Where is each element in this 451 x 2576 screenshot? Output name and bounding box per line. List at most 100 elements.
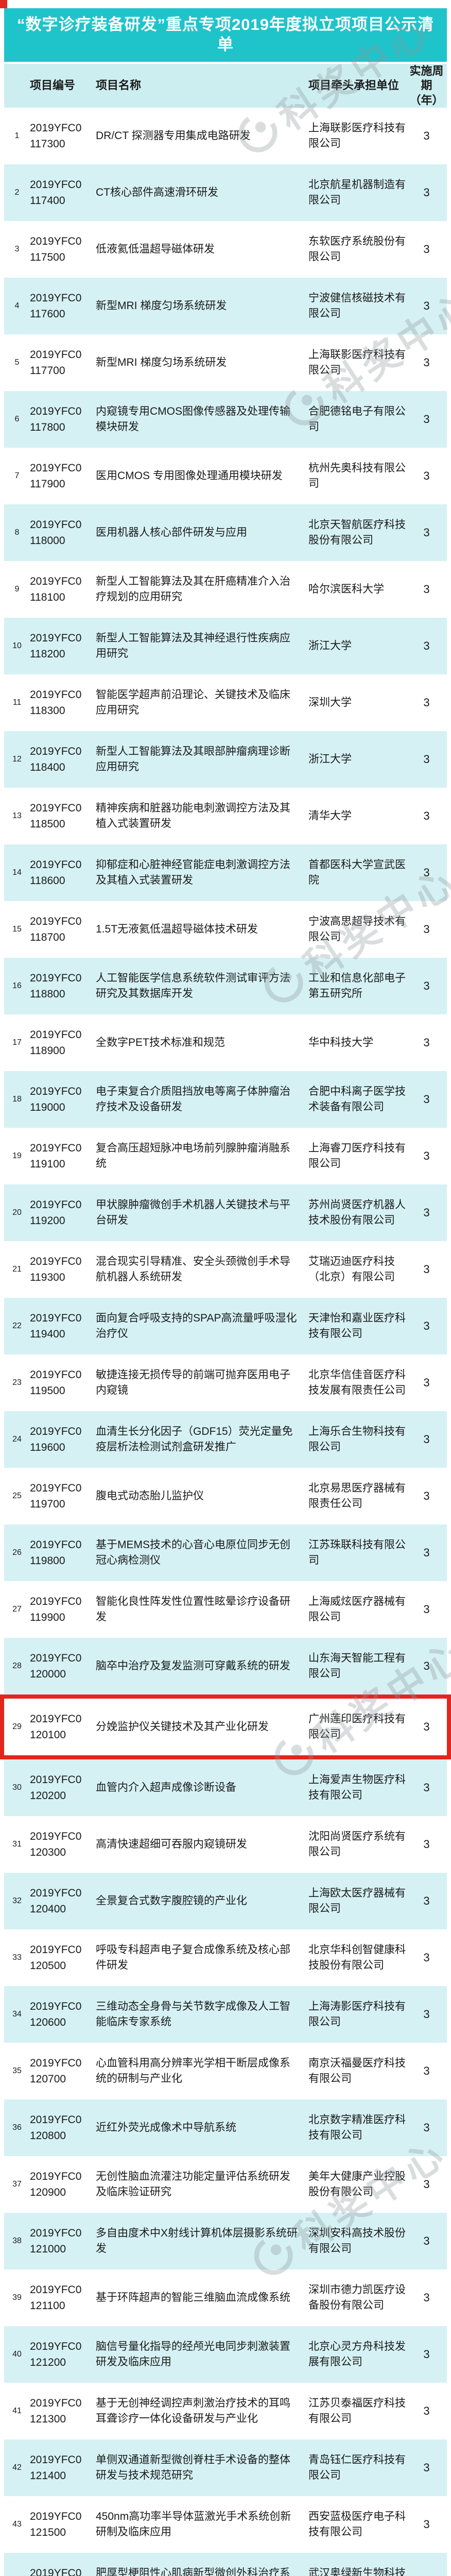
row-code-line1: 2019YFC0 <box>30 970 88 987</box>
row-code-line2: 119900 <box>30 1609 88 1626</box>
row-code: 2019YFC0 117900 <box>30 460 88 493</box>
row-code: 2019YFC0 121500 <box>30 2509 88 2541</box>
row-code-line1: 2019YFC0 <box>30 743 88 760</box>
row-code: 2019YFC0 120000 <box>30 1650 88 1683</box>
row-years: 3 <box>406 2234 447 2248</box>
row-name: 精神疾病和脏器功能电刺激调控方法及其植入式装置研发 <box>88 801 308 832</box>
col-header-name: 项目名称 <box>88 78 308 93</box>
row-code: 2019YFC0 119300 <box>30 1253 88 1286</box>
row-code: 2019YFC0 118000 <box>30 517 88 549</box>
row-seq: 8 <box>4 528 30 537</box>
row-code-line2: 119700 <box>30 1496 88 1513</box>
table-row: 10 2019YFC0 118200 新型人工智能算法及其神经退行性疾病应用研究… <box>4 618 447 674</box>
row-years: 3 <box>406 2121 447 2134</box>
row-code-line2: 117500 <box>30 249 88 266</box>
row-seq: 38 <box>4 2236 30 2246</box>
row-seq: 33 <box>4 1953 30 1962</box>
row-code-line2: 120200 <box>30 1788 88 1804</box>
table-row: 18 2019YFC0 119000 电子束复合介质阻挡放电等离子体肿瘤治疗技术… <box>4 1071 447 1128</box>
row-org: 合肥中科离子医学技术装备有限公司 <box>308 1084 406 1115</box>
row-code-line2: 119400 <box>30 1326 88 1343</box>
row-org: 北京华科创智健康科技股份有限公司 <box>308 1942 406 1974</box>
row-code-line2: 117300 <box>30 136 88 152</box>
row-org: 浙江大学 <box>308 638 406 654</box>
row-years: 3 <box>406 1720 447 1734</box>
table-row: 23 2019YFC0 119500 敏捷连接无损传导的前端可抛弃医用电子内窥镜… <box>4 1354 447 1411</box>
row-seq: 2 <box>4 188 30 197</box>
row-code: 2019YFC0 119600 <box>30 1423 88 1456</box>
row-code-line1: 2019YFC0 <box>30 460 88 477</box>
table-row: 14 2019YFC0 118600 抑郁症和心脏神经官能症电刺激调控方法及其植… <box>4 844 447 901</box>
row-name: 血清生长分化因子（GDF15）荧光定量免疫层析法检测试剂盒研发推广 <box>88 1424 308 1455</box>
row-years: 3 <box>406 1781 447 1794</box>
row-name: 新型MRI 梯度匀场系统研发 <box>88 298 308 314</box>
row-code-line1: 2019YFC0 <box>30 800 88 817</box>
row-code-line2: 118500 <box>30 816 88 833</box>
table-row: 31 2019YFC0 120300 高清快速超细可吞服内窥镜研发 沈阳尚贤医疗… <box>4 1816 447 1873</box>
row-org: 北京华信佳音医疗科技发展有限责任公司 <box>308 1367 406 1399</box>
row-code-line1: 2019YFC0 <box>30 2282 88 2298</box>
row-code-line2: 120700 <box>30 2071 88 2088</box>
row-code-line2: 117800 <box>30 419 88 436</box>
table-row: 25 2019YFC0 119700 腹电式动态胎儿监护仪 北京易思医疗器械有限… <box>4 1468 447 1524</box>
corner-mark <box>0 0 7 8</box>
row-seq: 12 <box>4 755 30 764</box>
row-name: 脑卒中治疗及复发监测可穿戴系统的研发 <box>88 1658 308 1674</box>
table-body: 1 2019YFC0 117300 DR/CT 探测器专用集成电路研发 上海联影… <box>4 108 447 2576</box>
row-seq: 3 <box>4 245 30 254</box>
row-code: 2019YFC0 118100 <box>30 573 88 606</box>
row-seq: 24 <box>4 1435 30 1444</box>
table-row: 21 2019YFC0 119300 混合现实引导精准、安全头颈微创手术导航机器… <box>4 1241 447 1298</box>
table-row: 4 2019YFC0 117600 新型MRI 梯度匀场系统研发 宁波健信核磁技… <box>4 278 447 334</box>
row-org: 合肥德铭电子有限公司 <box>308 404 406 435</box>
row-code-line1: 2019YFC0 <box>30 2055 88 2072</box>
row-years: 3 <box>406 1951 447 1964</box>
row-code-line2: 121300 <box>30 2411 88 2428</box>
row-code-line1: 2019YFC0 <box>30 1367 88 1383</box>
row-years: 3 <box>406 2348 447 2361</box>
row-seq: 41 <box>4 2406 30 2416</box>
row-seq: 28 <box>4 1662 30 1671</box>
table-row: 36 2019YFC0 120800 近红外荧光成像术中导航系统 北京数字精准医… <box>4 2099 447 2156</box>
row-seq: 34 <box>4 2010 30 2019</box>
row-name: 三维动态全身骨与关节数字成像及人工智能临床专家系统 <box>88 1999 308 2030</box>
row-name: 敏捷连接无损传导的前端可抛弃医用电子内窥镜 <box>88 1367 308 1399</box>
row-name: 人工智能医学信息系统软件测试审评方法研究及其数据库开发 <box>88 971 308 1002</box>
row-org: 江苏珠联科技有限公司 <box>308 1537 406 1569</box>
row-code-line2: 119600 <box>30 1439 88 1456</box>
row-code-line1: 2019YFC0 <box>30 630 88 647</box>
row-years: 3 <box>406 186 447 199</box>
row-org: 北京航星机器制造有限公司 <box>308 177 406 209</box>
row-org: 清华大学 <box>308 808 406 824</box>
projects-table: 项目编号 项目名称 项目牵头承担单位 实施周期（年） 1 2019YFC0 11… <box>4 64 447 2576</box>
row-name: 新型人工智能算法及其神经退行性疾病应用研究 <box>88 631 308 662</box>
row-years: 3 <box>406 923 447 936</box>
row-code-line1: 2019YFC0 <box>30 1772 88 1788</box>
row-years: 3 <box>406 413 447 426</box>
row-years: 3 <box>406 1093 447 1106</box>
row-years: 3 <box>406 1838 447 1851</box>
row-name: 混合现实引导精准、安全头颈微创手术导航机器人系统研发 <box>88 1254 308 1285</box>
row-code-line1: 2019YFC0 <box>30 913 88 930</box>
row-code-line1: 2019YFC0 <box>30 2395 88 2412</box>
row-code: 2019YFC0 117600 <box>30 290 88 323</box>
table-row: 16 2019YFC0 118800 人工智能医学信息系统软件测试审评方法研究及… <box>4 958 447 1014</box>
row-name: 分娩监护仪关键技术及其产业化研发 <box>88 1719 308 1735</box>
row-name: 全景复合式数字腹腔镜的产业化 <box>88 1893 308 1909</box>
row-org: 上海联影医疗科技有限公司 <box>308 121 406 152</box>
row-code: 2019YFC0 117500 <box>30 233 88 266</box>
row-name: 智能医学超声前沿理论、关键技术及临床应用研究 <box>88 687 308 719</box>
table-row: 43 2019YFC0 121500 450nm高功率半导体蓝激光手术系统创新研… <box>4 2496 447 2553</box>
row-name: DR/CT 探测器专用集成电路研发 <box>88 128 308 144</box>
row-code: 2019YFC0 120300 <box>30 1828 88 1861</box>
row-org: 上海欧太医疗器械有限公司 <box>308 1886 406 1917</box>
row-years: 3 <box>406 1546 447 1560</box>
row-code-line1: 2019YFC0 <box>30 687 88 703</box>
row-code: 2019YFC0 121400 <box>30 2452 88 2484</box>
table-row: 3 2019YFC0 117500 低液氦低温超导磁体研发 东软医疗系统股份有限… <box>4 221 447 278</box>
row-org: 江苏贝泰福医疗科技有限公司 <box>308 2396 406 2427</box>
row-years: 3 <box>406 1894 447 1908</box>
row-code: 2019YFC0 121200 <box>30 2338 88 2371</box>
row-seq: 30 <box>4 1783 30 1792</box>
table-row: 32 2019YFC0 120400 全景复合式数字腹腔镜的产业化 上海欧太医疗… <box>4 1873 447 1929</box>
